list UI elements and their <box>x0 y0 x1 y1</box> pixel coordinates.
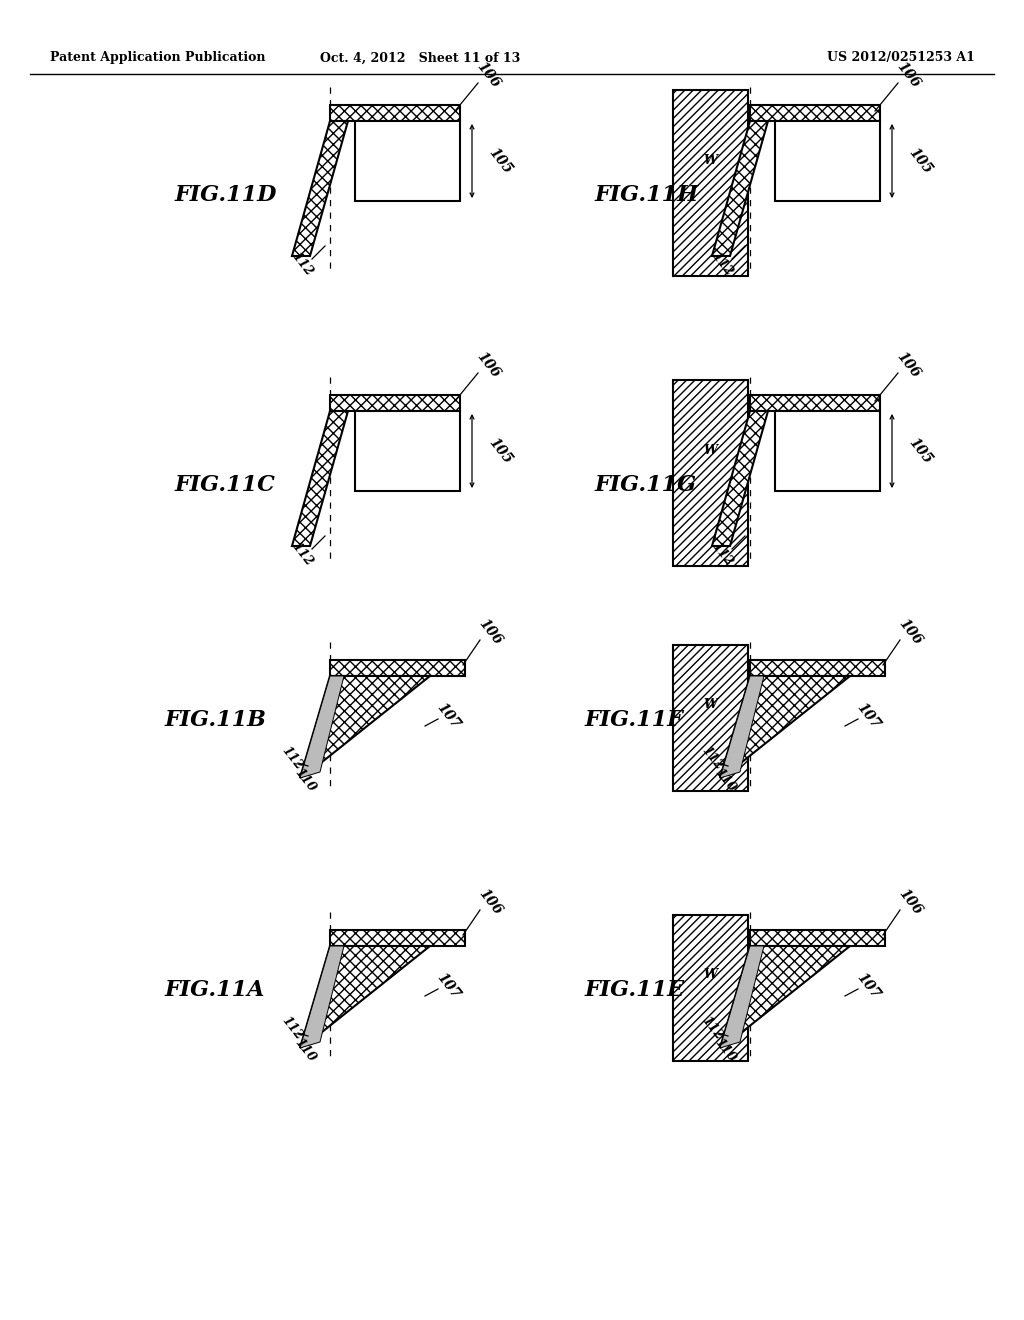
Polygon shape <box>300 946 430 1048</box>
Text: 112: 112 <box>698 743 725 772</box>
Polygon shape <box>750 660 885 676</box>
Text: FIG.11G: FIG.11G <box>595 474 697 496</box>
Text: 112: 112 <box>279 1014 305 1043</box>
Text: FIG.11A: FIG.11A <box>165 979 265 1001</box>
Text: 106: 106 <box>894 350 923 380</box>
Text: 110: 110 <box>712 766 738 795</box>
Text: 112: 112 <box>279 743 305 772</box>
Text: 106: 106 <box>894 59 923 91</box>
Text: Patent Application Publication: Patent Application Publication <box>50 51 265 65</box>
Text: US 2012/0251253 A1: US 2012/0251253 A1 <box>827 51 975 65</box>
Polygon shape <box>720 946 850 1048</box>
Text: 112: 112 <box>709 540 735 569</box>
Bar <box>355 411 460 491</box>
Bar <box>673 915 748 1061</box>
Polygon shape <box>300 676 344 777</box>
Text: 106: 106 <box>896 886 925 917</box>
Text: 110: 110 <box>292 766 318 795</box>
Polygon shape <box>750 395 880 411</box>
Polygon shape <box>750 931 885 946</box>
Text: FIG.11D: FIG.11D <box>175 183 278 206</box>
Polygon shape <box>720 946 764 1048</box>
Text: 106: 106 <box>475 616 505 648</box>
Text: 105: 105 <box>485 145 514 177</box>
Text: 105: 105 <box>485 436 514 467</box>
Polygon shape <box>750 106 880 121</box>
Text: 110: 110 <box>712 1036 738 1064</box>
Bar <box>673 380 748 566</box>
Text: FIG.11E: FIG.11E <box>585 979 685 1001</box>
Polygon shape <box>292 121 348 256</box>
Polygon shape <box>300 946 344 1048</box>
Polygon shape <box>720 676 764 777</box>
Bar <box>673 645 748 791</box>
Polygon shape <box>712 411 768 546</box>
Bar <box>673 90 748 276</box>
Bar <box>775 121 880 201</box>
Text: 112: 112 <box>289 540 315 569</box>
Text: 112: 112 <box>289 249 315 279</box>
Text: 106: 106 <box>473 350 503 380</box>
Polygon shape <box>300 676 430 777</box>
Text: 107: 107 <box>433 970 463 1002</box>
Text: FIG.11C: FIG.11C <box>175 474 275 496</box>
Text: W: W <box>703 969 717 982</box>
Text: 112: 112 <box>698 1014 725 1043</box>
Text: FIG.11B: FIG.11B <box>165 709 267 731</box>
Text: 112: 112 <box>709 249 735 279</box>
Text: 106: 106 <box>475 886 505 917</box>
Text: FIG.11H: FIG.11H <box>595 183 699 206</box>
Polygon shape <box>292 411 348 546</box>
Polygon shape <box>330 106 460 121</box>
Text: W: W <box>703 154 717 168</box>
Text: 107: 107 <box>854 701 883 731</box>
Text: 105: 105 <box>905 145 935 177</box>
Text: 105: 105 <box>905 436 935 467</box>
Text: FIG.11F: FIG.11F <box>585 709 684 731</box>
Text: W: W <box>703 698 717 711</box>
Polygon shape <box>720 676 850 777</box>
Bar <box>775 411 880 491</box>
Text: Oct. 4, 2012   Sheet 11 of 13: Oct. 4, 2012 Sheet 11 of 13 <box>319 51 520 65</box>
Polygon shape <box>712 121 768 256</box>
Text: 106: 106 <box>896 616 925 648</box>
Polygon shape <box>330 395 460 411</box>
Text: 106: 106 <box>473 59 503 91</box>
Text: 110: 110 <box>292 1036 318 1064</box>
Text: 107: 107 <box>433 701 463 731</box>
Polygon shape <box>330 660 465 676</box>
Text: 107: 107 <box>854 970 883 1002</box>
Polygon shape <box>330 931 465 946</box>
Bar <box>355 121 460 201</box>
Text: W: W <box>703 445 717 458</box>
